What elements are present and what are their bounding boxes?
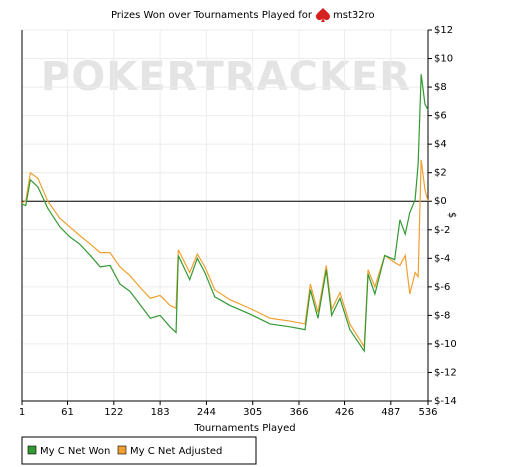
y-tick-label: $-12 xyxy=(434,367,457,378)
series-line xyxy=(21,74,429,353)
y-tick-label: $-8 xyxy=(434,310,450,321)
chart-title: Prizes Won over Tournaments Played for xyxy=(111,10,313,21)
y-tick-label: $-10 xyxy=(434,339,457,350)
y-tick-label: $-14 xyxy=(434,396,457,407)
x-tick-label: 183 xyxy=(151,407,170,418)
y-tick-label: $4 xyxy=(434,139,447,150)
y-tick-label: $-6 xyxy=(434,282,450,293)
legend-swatch xyxy=(27,445,37,455)
y-tick-label: $6 xyxy=(434,111,447,122)
legend-box xyxy=(21,436,257,465)
y-tick-label: $10 xyxy=(434,54,453,65)
y-axis-label: $ xyxy=(446,212,457,218)
legend-label: My C Net Adjusted xyxy=(130,446,222,457)
y-tick-label: $0 xyxy=(434,196,447,207)
legend-swatch xyxy=(117,445,127,455)
y-tick-label: $8 xyxy=(434,82,447,93)
x-tick-label: 61 xyxy=(61,407,74,418)
legend-label: My C Net Won xyxy=(40,446,110,457)
x-tick-label: 244 xyxy=(197,407,216,418)
y-tick-label: $-4 xyxy=(434,253,450,264)
x-tick-label: 426 xyxy=(335,407,354,418)
x-axis-label: Tournaments Played xyxy=(193,423,295,434)
x-tick-label: 122 xyxy=(104,407,123,418)
x-tick-label: 536 xyxy=(418,407,437,418)
x-tick-label: 487 xyxy=(381,407,400,418)
series-line xyxy=(21,159,429,349)
y-tick-label: $2 xyxy=(434,168,447,179)
x-tick-label: 366 xyxy=(289,407,308,418)
y-tick-label: $-2 xyxy=(434,225,450,236)
x-tick-label: 1 xyxy=(19,407,25,418)
player-icon xyxy=(315,8,331,22)
watermark: POKERTRACKER xyxy=(41,54,411,100)
y-tick-label: $12 xyxy=(434,25,453,36)
player-name: mst32ro xyxy=(333,10,375,21)
x-tick-label: 305 xyxy=(243,407,262,418)
